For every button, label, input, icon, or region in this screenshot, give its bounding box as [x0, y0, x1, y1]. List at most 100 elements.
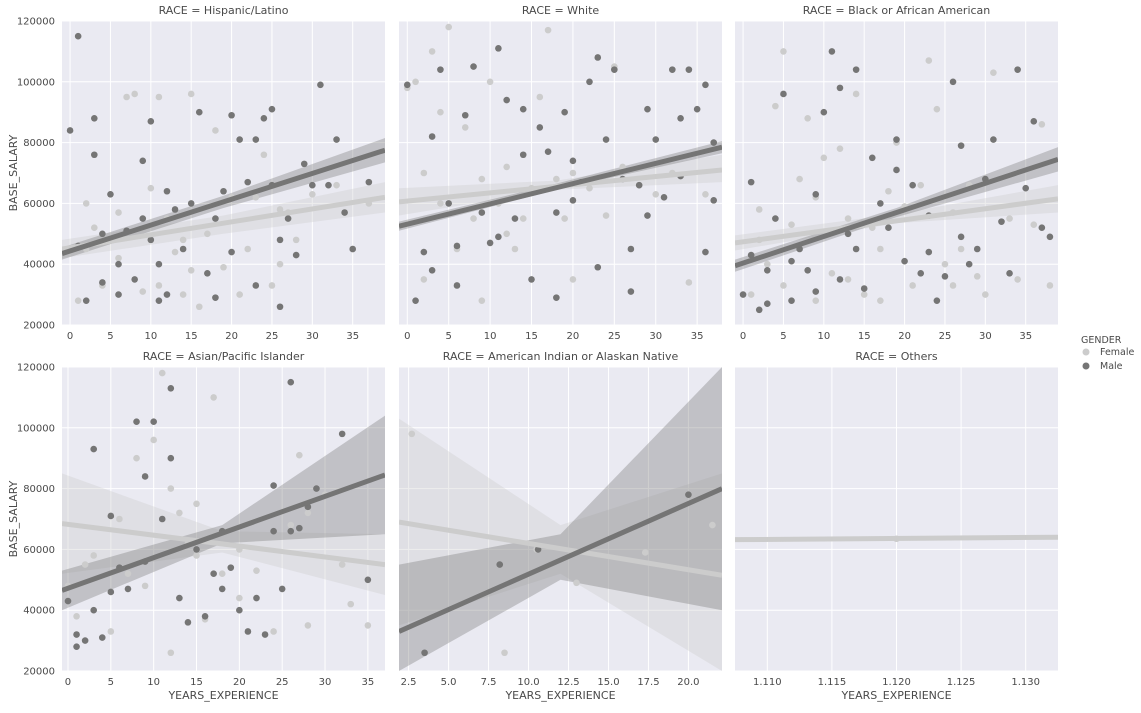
data-point-male — [107, 588, 115, 596]
data-point-female — [167, 485, 175, 492]
data-point-male — [210, 570, 217, 578]
data-point-male — [812, 288, 820, 295]
data-point-male — [553, 294, 560, 301]
data-point-male — [812, 190, 820, 198]
data-point-male — [253, 594, 260, 602]
data-point-female — [933, 105, 941, 113]
y-tick-label: 120000 — [17, 363, 55, 374]
data-point-male — [702, 81, 709, 89]
data-point-male — [139, 215, 147, 222]
data-point-female — [957, 245, 965, 253]
data-point-female — [685, 279, 693, 286]
data-point-male — [470, 63, 477, 70]
data-point-female — [74, 297, 82, 304]
data-point-female — [941, 260, 949, 268]
data-point-female — [210, 394, 217, 401]
data-point-female — [220, 263, 227, 271]
data-point-male — [702, 248, 709, 256]
data-point-female — [338, 561, 346, 568]
data-point-female — [270, 628, 277, 635]
data-point-female — [503, 163, 510, 171]
data-point-male — [341, 209, 348, 216]
data-point-male — [635, 181, 643, 189]
data-point-male — [115, 291, 122, 298]
data-point-male — [957, 142, 965, 149]
plot-marks — [62, 369, 385, 657]
data-point-male — [901, 257, 908, 265]
y-tick-label: 80000 — [23, 484, 55, 495]
x-tick-label: 0 — [404, 331, 410, 342]
data-point-female — [602, 212, 610, 219]
data-point-male — [64, 597, 72, 605]
data-point-female — [428, 48, 436, 55]
data-point-male — [195, 108, 203, 116]
data-point-female — [107, 628, 115, 635]
data-point-female — [486, 78, 494, 86]
y-tick-label: 80000 — [23, 138, 55, 149]
data-point-male — [1038, 224, 1046, 232]
data-point-male — [772, 215, 779, 222]
data-point-male — [260, 114, 268, 122]
y-tick-label: 120000 — [17, 17, 55, 28]
data-point-male — [276, 236, 284, 244]
data-point-female — [147, 184, 155, 192]
data-point-female — [195, 303, 203, 311]
data-point-male — [965, 260, 973, 268]
x-tick-label: 5 — [446, 331, 452, 342]
data-point-male — [747, 251, 755, 259]
data-point-male — [364, 576, 372, 584]
x-tick-label: 20 — [898, 331, 911, 342]
data-point-male — [710, 139, 718, 146]
x-tick-label: 10 — [817, 331, 830, 342]
data-point-female — [885, 187, 892, 195]
data-point-male — [561, 108, 568, 116]
legend-marker-male — [1082, 362, 1090, 370]
data-point-male — [236, 606, 243, 614]
x-tick-label: 25 — [266, 331, 279, 342]
x-tick-label: 15 — [858, 331, 871, 342]
data-point-female — [573, 579, 580, 587]
plot-marks — [399, 23, 722, 304]
data-point-male — [594, 263, 602, 271]
y-tick-label: 40000 — [23, 606, 55, 617]
data-point-male — [270, 527, 277, 535]
data-point-female — [187, 266, 195, 274]
x-tick-label: 30 — [979, 331, 992, 342]
data-point-female — [276, 206, 284, 213]
data-point-female — [309, 190, 316, 198]
regression-line-female — [399, 519, 722, 578]
data-point-male — [553, 209, 560, 216]
data-point-female — [990, 69, 997, 76]
data-point-female — [1030, 221, 1038, 228]
data-point-male — [270, 482, 277, 489]
confidence-band-female — [399, 418, 722, 671]
data-point-female — [420, 276, 428, 283]
data-point-female — [796, 175, 803, 183]
data-point-male — [503, 96, 510, 104]
data-point-male — [496, 561, 504, 568]
regression-line-male — [62, 472, 385, 593]
data-point-female — [478, 175, 486, 183]
x-tick-label: 25 — [608, 331, 621, 342]
data-point-male — [184, 619, 192, 626]
data-point-male — [300, 160, 308, 168]
data-point-female — [91, 224, 98, 232]
data-point-female — [909, 282, 916, 289]
data-point-male — [660, 194, 668, 201]
y-tick-label: 20000 — [23, 321, 55, 332]
data-point-male — [644, 212, 651, 219]
data-point-male — [917, 270, 925, 277]
x-tick-label: 10 — [484, 331, 497, 342]
data-point-female — [252, 194, 260, 201]
data-point-male — [445, 200, 452, 207]
y-tick-label: 40000 — [23, 260, 55, 271]
data-point-female — [755, 206, 763, 213]
regression-line-female — [735, 196, 1058, 246]
data-point-male — [287, 527, 295, 535]
x-tick-label: 5.0 — [441, 677, 457, 688]
data-point-male — [107, 512, 115, 520]
data-point-male — [1030, 118, 1038, 125]
x-tick-label: 12.5 — [557, 677, 579, 688]
data-point-female — [1014, 276, 1021, 283]
x-tick-label: 0 — [65, 677, 71, 688]
